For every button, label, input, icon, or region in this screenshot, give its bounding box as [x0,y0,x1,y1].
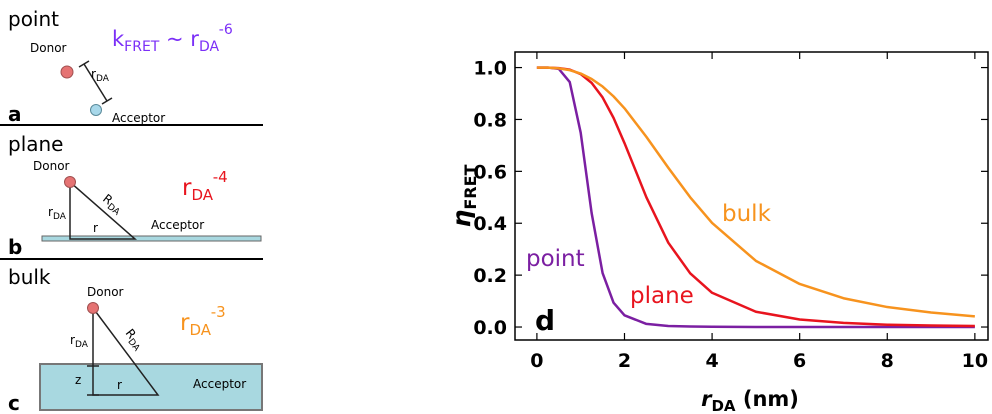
panel-title: point [8,7,59,31]
panel-label: a [8,102,22,126]
y-tick-label: 1.0 [473,58,507,80]
panel-title: bulk [8,265,51,289]
panel-label: c [8,391,20,414]
law-part: DA [191,186,213,204]
panel-b: plane Donor RDA rDA r Acceptor rDA-4 b [0,132,263,260]
law-part: -4 [213,168,228,186]
law: rDA-4 [182,168,228,204]
series-label: bulk [722,201,772,227]
donor [87,302,99,314]
symbol: r [48,205,53,219]
x-tick-label: 10 [962,350,988,372]
bulk-volume [39,363,263,411]
donor-label: Donor [87,285,124,299]
series-line [536,66,975,329]
symbol: r [70,333,75,347]
subscript: DA [53,212,67,222]
subscript: DA [711,397,735,414]
acceptor-label: Acceptor [112,111,165,125]
distance-label: rDA [70,333,89,350]
cap [101,97,113,105]
acceptor-label: Acceptor [151,218,204,232]
series-label: point [526,246,585,272]
subscript: DA [75,340,89,350]
r-label: r [93,221,98,235]
symbol: r [701,387,713,411]
distance-label: rDA [48,205,67,222]
symbol: η [447,209,476,227]
distance-line [83,63,108,102]
x-axis-label: rDA (nm) [701,387,799,414]
cap [78,60,90,68]
panel-title: plane [8,132,64,156]
acceptor-label: Acceptor [193,377,246,391]
distance-label: rDA [91,67,110,84]
series-label: plane [630,283,694,309]
x-tick-label: 4 [705,350,718,372]
z-label: z [75,373,81,387]
y-tick-label: 0.6 [473,161,507,183]
panel-label: d [535,304,555,337]
subscript: DA [96,74,110,84]
chart: d rDA (nm) ηFRET 0.0 0.2 0.4 0.6 0.8 1.0 0 2 4 6 8… [447,51,989,414]
acceptor [90,104,102,116]
triangle [69,180,137,240]
r-label: r [117,378,122,392]
y-tick-label: 0.4 [473,213,507,235]
law-part: r [182,175,192,201]
law: rDA-3 [180,303,226,339]
y-axis-label: ηFRET [447,164,480,227]
triangle [92,305,160,396]
panel-label: b [8,235,22,259]
law-part: r [180,310,190,336]
x-tick-label: 2 [618,350,631,372]
law-part: -3 [211,303,226,321]
donor [64,176,76,188]
law-part: FRET [124,39,160,55]
y-tick-label: 0.8 [473,109,507,131]
law-part: k [112,27,125,51]
donor-label: Donor [33,159,70,173]
series-line [536,66,975,318]
subscript: FRET [461,164,480,209]
donor-label: Donor [30,41,67,55]
law-part: ~ r [159,27,199,51]
x-tick-label: 6 [793,350,806,372]
symbol: r [91,67,96,81]
law-part: DA [199,39,220,55]
plane-surface [41,235,262,242]
donor [60,65,74,79]
panel-c: bulk Donor RDA rDA z r Acceptor rDA-3 c [8,265,263,414]
x-tick-label: 8 [881,350,894,372]
law-part: -6 [219,22,233,38]
law: kFRET ~ rDA-6 [112,22,233,55]
radius-label: RDA [98,191,126,218]
x-tick-label: 0 [530,350,543,372]
panel-a: point Donor rDA Acceptor kFRET ~ rDA-6 a [0,7,263,126]
y-tick-label: 0.0 [473,317,507,339]
unit: (nm) [736,387,799,411]
plot-frame [514,51,989,341]
y-tick-label: 0.2 [473,265,507,287]
series-line [536,66,975,328]
law-part: DA [189,321,211,339]
